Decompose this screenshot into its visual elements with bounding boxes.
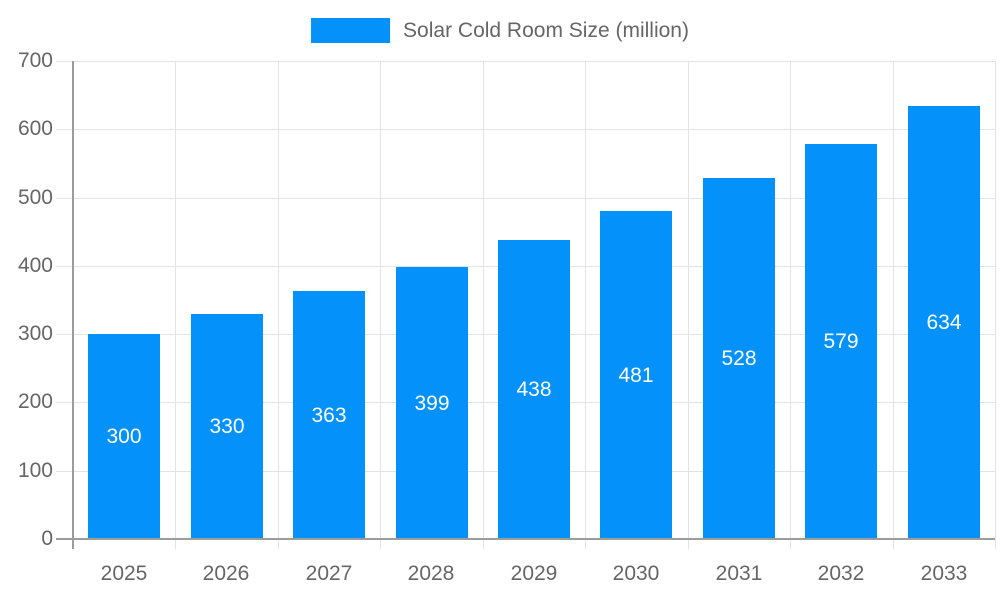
x-axis-line [56, 538, 995, 540]
x-gridline [585, 61, 586, 549]
y-tick-label: 200 [17, 390, 53, 413]
bar[interactable] [498, 240, 570, 538]
y-tick-label: 600 [17, 117, 53, 140]
bar[interactable] [600, 211, 672, 538]
bar[interactable] [191, 314, 263, 538]
x-gridline [483, 61, 484, 549]
x-tick-label: 2025 [100, 562, 148, 585]
y-gridline [56, 129, 995, 130]
x-tick-label: 2031 [715, 562, 763, 585]
bar-value-label: 438 [516, 378, 552, 401]
y-axis-line [72, 61, 74, 549]
x-tick-label: 2032 [817, 562, 865, 585]
bar[interactable] [396, 267, 468, 538]
bar-value-label: 634 [926, 311, 962, 334]
bar[interactable] [88, 334, 160, 538]
bar-value-label: 481 [618, 364, 654, 387]
bar-value-label: 579 [823, 330, 859, 353]
x-gridline [688, 61, 689, 549]
x-tick-label: 2026 [202, 562, 250, 585]
legend-label[interactable]: Solar Cold Room Size (million) [403, 18, 689, 42]
y-tick-label: 300 [17, 322, 53, 345]
x-tick-label: 2033 [920, 562, 968, 585]
y-gridline [56, 61, 995, 62]
bar-value-label: 399 [414, 392, 450, 415]
x-gridline [995, 61, 996, 549]
y-tick-label: 500 [17, 186, 53, 209]
x-tick-label: 2030 [612, 562, 660, 585]
x-gridline [278, 61, 279, 549]
bar[interactable] [908, 106, 980, 538]
x-gridline [175, 61, 176, 549]
y-tick-label: 400 [17, 254, 53, 277]
x-tick-label: 2029 [510, 562, 558, 585]
legend-swatch-icon[interactable] [311, 18, 391, 43]
y-tick-label: 100 [17, 459, 53, 482]
bar-value-label: 528 [721, 347, 757, 370]
x-gridline [790, 61, 791, 549]
bar[interactable] [805, 144, 877, 538]
bar[interactable] [293, 291, 365, 538]
bar-value-label: 300 [106, 425, 142, 448]
bar-value-label: 330 [209, 415, 245, 438]
x-tick-label: 2028 [407, 562, 455, 585]
bar-value-label: 363 [311, 404, 347, 427]
y-tick-label: 0 [41, 527, 53, 550]
x-gridline [380, 61, 381, 549]
y-tick-label: 700 [17, 49, 53, 72]
x-gridline [893, 61, 894, 549]
bar[interactable] [703, 178, 775, 538]
y-gridline [56, 198, 995, 199]
x-tick-label: 2027 [305, 562, 353, 585]
chart-legend[interactable]: Solar Cold Room Size (million) [311, 18, 689, 43]
